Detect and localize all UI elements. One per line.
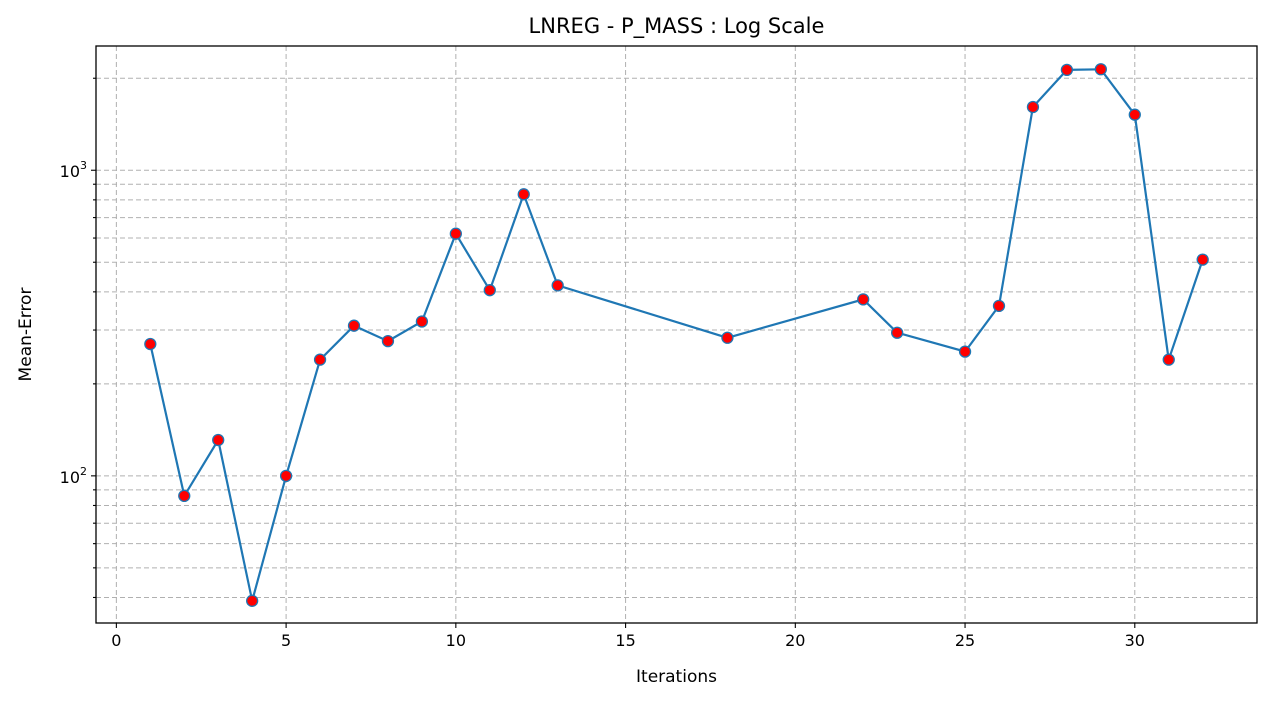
data-point (1060, 63, 1074, 77)
y-tick-label-exponent: 3 (80, 159, 87, 172)
y-tick-label-base: 10 (60, 162, 80, 181)
y-tick-label: 102 (60, 465, 87, 487)
x-tick-label: 25 (955, 631, 975, 650)
chart-title: LNREG - P_MASS : Log Scale (529, 14, 825, 39)
y-tick-label: 103 (60, 159, 87, 181)
data-point (1026, 100, 1040, 114)
data-point (347, 319, 361, 332)
grid-lines (96, 46, 1257, 623)
data-point (517, 188, 530, 201)
y-axis-label: Mean-Error (16, 288, 36, 382)
data-point (178, 489, 191, 503)
data-point (1196, 253, 1209, 266)
data-point (415, 315, 429, 328)
data-point (212, 433, 225, 447)
x-tick-label: 30 (1125, 631, 1145, 650)
data-point (313, 353, 327, 366)
y-tick-label-base: 10 (60, 468, 80, 487)
data-point (891, 326, 904, 339)
data-point (1094, 63, 1107, 76)
data-point (992, 299, 1006, 312)
x-tick-label: 20 (785, 631, 805, 650)
x-tick-label: 0 (111, 631, 121, 650)
data-point (551, 279, 564, 292)
data-point (279, 469, 293, 483)
data-point (449, 227, 462, 240)
y-tick-label-exponent: 2 (80, 465, 87, 478)
data-point (857, 293, 870, 306)
x-tick-label: 5 (281, 631, 291, 650)
series (144, 63, 1209, 607)
data-point (144, 337, 157, 351)
x-tick-label: 10 (446, 631, 466, 650)
x-tick-label: 15 (615, 631, 635, 650)
data-point (246, 594, 259, 607)
series-line (149, 68, 1204, 602)
data-point (381, 334, 395, 348)
data-point (483, 284, 496, 297)
x-axis-label: Iterations (636, 667, 717, 687)
plot-frame (95, 45, 1258, 624)
data-point (721, 331, 734, 344)
data-point (958, 345, 972, 358)
data-point (1128, 108, 1141, 121)
data-point (1162, 353, 1175, 366)
